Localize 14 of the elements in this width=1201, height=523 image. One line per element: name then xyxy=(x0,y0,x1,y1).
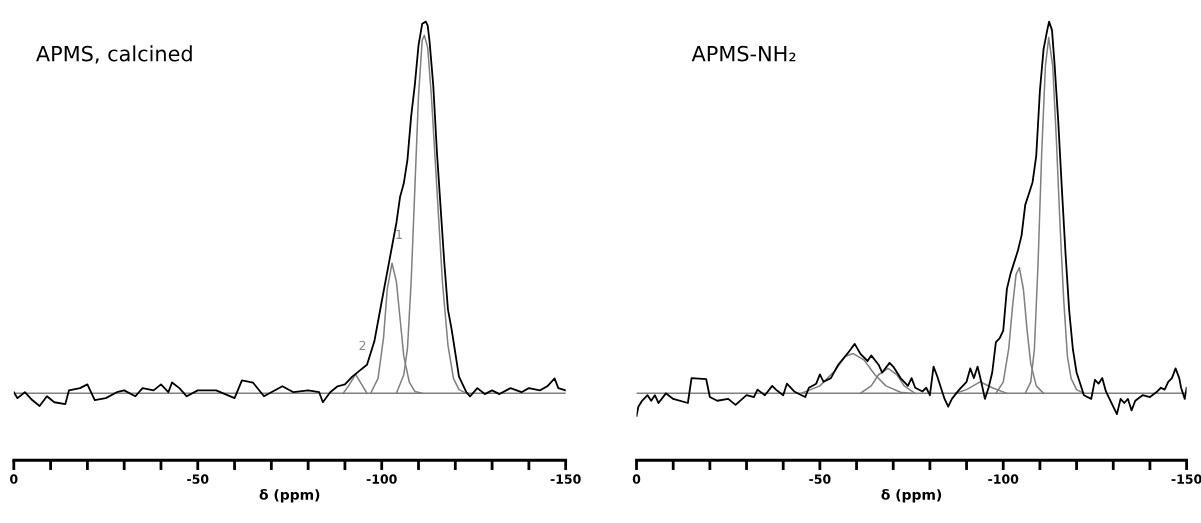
x-tick-label: 0 xyxy=(632,474,641,484)
x-axis-title: δ (ppm) xyxy=(881,489,942,503)
x-tick-label: -100 xyxy=(988,474,1019,484)
text: APMS-NH₂ xyxy=(691,45,796,62)
x-tick-label: -50 xyxy=(187,474,209,484)
x-axis-title: δ (ppm) xyxy=(259,489,320,503)
x-tick-label: -150 xyxy=(550,474,581,484)
text: APMS, calcined xyxy=(36,45,192,64)
annotation: 1 xyxy=(396,229,402,239)
x-tick-label: -150 xyxy=(1171,474,1201,484)
x-tick-label: 0 xyxy=(10,474,18,484)
annotation: 2 xyxy=(359,340,366,351)
x-tick-label: -100 xyxy=(366,474,397,484)
x-tick-label: -50 xyxy=(809,474,831,484)
